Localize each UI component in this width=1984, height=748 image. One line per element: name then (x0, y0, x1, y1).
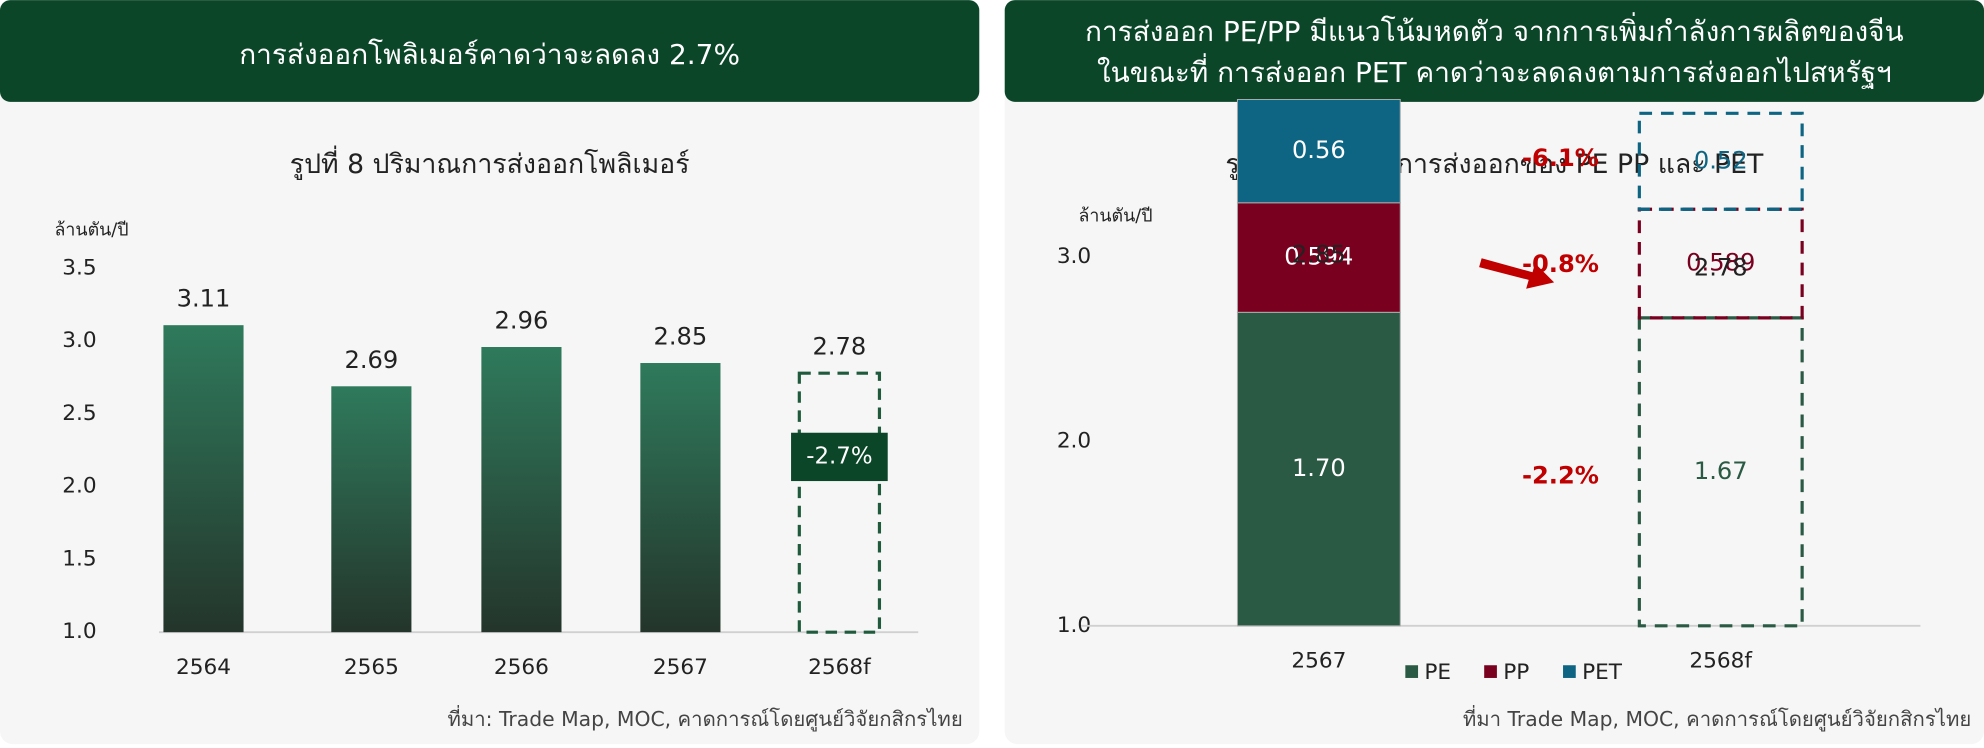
annotation: -2.7% (806, 443, 872, 469)
source: ที่มา Trade Map, MOC, คาดการณ์โดยศูนย์วิ… (1463, 705, 1971, 732)
header-text: การส่งออกโพลิเมอร์คาดว่าจะลดลง 2.7% (239, 38, 740, 71)
bar-segment (1236, 98, 1401, 204)
value-label: 0.56 (1292, 136, 1346, 164)
value-label: 2.96 (495, 307, 549, 335)
header-text: ในขณะที่ การส่งออก PET คาดว่าจะลดลงตามกา… (1097, 53, 1892, 89)
arrow (1479, 258, 1555, 289)
bar-segment (1637, 316, 1804, 628)
bar (640, 363, 721, 633)
source: ที่มา: Trade Map, MOC, คาดการณ์โดยศูนย์ว… (447, 705, 962, 732)
total-label: 2.85 (1292, 240, 1346, 268)
value-label: 2.69 (344, 346, 398, 374)
y-axis-label: ล้านตัน/ปี (1078, 205, 1152, 226)
bar-segment (1637, 207, 1804, 320)
x-tick-label: 2564 (176, 655, 231, 680)
value-label: 1.67 (1694, 457, 1748, 485)
legend-swatch (1405, 665, 1419, 678)
legend-swatch (1484, 665, 1497, 678)
value-label: 3.11 (177, 285, 231, 313)
x-tick-label: 2565 (344, 655, 399, 680)
bar (481, 347, 562, 633)
bar (331, 386, 412, 633)
legend-label: PP (1503, 660, 1529, 685)
value-label: 2.85 (654, 323, 708, 351)
chart-title: รูปที่ 8 ปริมาณการส่งออกโพลิเมอร์ (290, 145, 690, 180)
y-tick-label: 2.5 (62, 401, 96, 426)
x-tick-label: 2567 (1291, 648, 1346, 673)
legend-swatch (1563, 665, 1576, 678)
x-tick-label: 2568f (808, 655, 872, 680)
bar-segment (1236, 311, 1401, 627)
y-tick-label: 1.5 (62, 546, 96, 571)
x-tick-label: 2566 (494, 655, 549, 680)
x-tick-label: 2568f (1689, 648, 1753, 673)
y-axis-label: ล้านตัน/ปี (55, 219, 129, 240)
header-bar (0, 0, 980, 102)
panel (1004, 0, 1984, 745)
change-label: -6.1% (1522, 144, 1599, 172)
y-tick-label: 3.5 (62, 255, 96, 280)
change-label: -0.8% (1522, 250, 1599, 278)
x-tick-label: 2567 (653, 655, 708, 680)
value-label: 0.52 (1694, 146, 1748, 174)
value-label: 0.594 (1284, 243, 1353, 271)
y-tick-label: 1.0 (62, 619, 96, 644)
legend-label: PET (1582, 660, 1623, 685)
bar (797, 371, 882, 634)
y-tick-label: 3.0 (62, 328, 96, 353)
bar (163, 325, 244, 633)
value-label: 0.589 (1686, 249, 1755, 277)
change-label: -2.2% (1522, 462, 1599, 490)
y-tick-label: 3.0 (1057, 244, 1091, 269)
total-label: 2.78 (1694, 253, 1748, 281)
y-tick-label: 2.0 (62, 474, 96, 499)
value-label: 1.70 (1292, 454, 1346, 482)
y-tick-label: 2.0 (1057, 428, 1091, 453)
legend-label: PE (1424, 660, 1451, 685)
header-text: การส่งออก PE/PP มีแนวโน้มหดตัว จากการเพิ… (1085, 12, 1904, 48)
value-label: 2.78 (812, 333, 866, 361)
header-bar (1004, 0, 1984, 102)
annotation-box (791, 432, 888, 482)
bar-segment (1236, 202, 1401, 313)
